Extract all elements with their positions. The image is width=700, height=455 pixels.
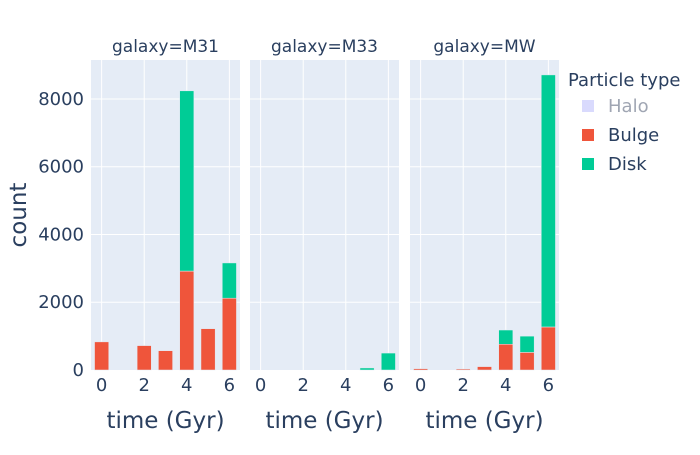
x-tick-label: 4 bbox=[181, 375, 192, 396]
bar-bulge bbox=[179, 270, 195, 371]
y-tick-label: 0 bbox=[73, 360, 84, 381]
x-tick-label: 2 bbox=[297, 375, 308, 396]
plot-background-mw bbox=[410, 60, 559, 370]
bar-bulge bbox=[519, 352, 535, 371]
x-tick-label: 6 bbox=[224, 375, 235, 396]
x-tick-label: 4 bbox=[340, 375, 351, 396]
bar-bulge bbox=[413, 368, 428, 371]
bar-disk bbox=[222, 262, 237, 299]
bar-bulge bbox=[200, 328, 216, 371]
panel-title: galaxy=M31 bbox=[112, 37, 219, 57]
bar-disk bbox=[179, 90, 195, 272]
x-tick-label: 0 bbox=[255, 375, 266, 396]
bar-bulge bbox=[158, 350, 173, 371]
bar-disk bbox=[359, 367, 375, 371]
panel-title: galaxy=MW bbox=[433, 37, 535, 57]
bar-bulge bbox=[136, 345, 152, 371]
x-axis-title: time (Gyr) bbox=[106, 408, 224, 434]
plot-background-m33 bbox=[250, 60, 399, 370]
bar-bulge bbox=[94, 341, 109, 371]
y-tick-label: 2000 bbox=[38, 292, 84, 313]
x-tick-label: 2 bbox=[457, 375, 468, 396]
bar-disk bbox=[519, 335, 535, 353]
bar-disk bbox=[381, 352, 396, 371]
legend-swatch-disk bbox=[582, 158, 594, 170]
legend-swatch-halo bbox=[582, 100, 594, 112]
panel-title: galaxy=M33 bbox=[271, 37, 378, 57]
x-axis-title: time (Gyr) bbox=[425, 408, 543, 434]
y-tick-label: 4000 bbox=[38, 224, 84, 245]
y-axis-title: count bbox=[6, 183, 32, 248]
plot-background-m31 bbox=[91, 60, 240, 370]
x-tick-label: 4 bbox=[500, 375, 511, 396]
x-tick-label: 6 bbox=[383, 375, 394, 396]
bar-bulge bbox=[498, 344, 514, 371]
legend-label-halo: Halo bbox=[608, 96, 649, 117]
y-tick-label: 8000 bbox=[38, 89, 84, 110]
legend-title: Particle type bbox=[568, 70, 680, 91]
bar-disk bbox=[541, 74, 556, 328]
x-axis-title: time (Gyr) bbox=[265, 408, 383, 434]
bar-bulge bbox=[455, 368, 471, 371]
x-tick-label: 6 bbox=[543, 375, 554, 396]
legend-label-bulge: Bulge bbox=[608, 125, 659, 146]
bar-disk bbox=[498, 329, 514, 345]
bar-bulge bbox=[222, 297, 237, 371]
legend-swatch-bulge bbox=[582, 129, 594, 141]
bar-bulge bbox=[477, 366, 492, 371]
bar-bulge bbox=[541, 326, 556, 371]
x-tick-label: 2 bbox=[138, 375, 149, 396]
y-tick-label: 6000 bbox=[38, 157, 84, 178]
legend-label-disk: Disk bbox=[608, 154, 647, 175]
x-tick-label: 0 bbox=[96, 375, 107, 396]
x-tick-label: 0 bbox=[415, 375, 426, 396]
